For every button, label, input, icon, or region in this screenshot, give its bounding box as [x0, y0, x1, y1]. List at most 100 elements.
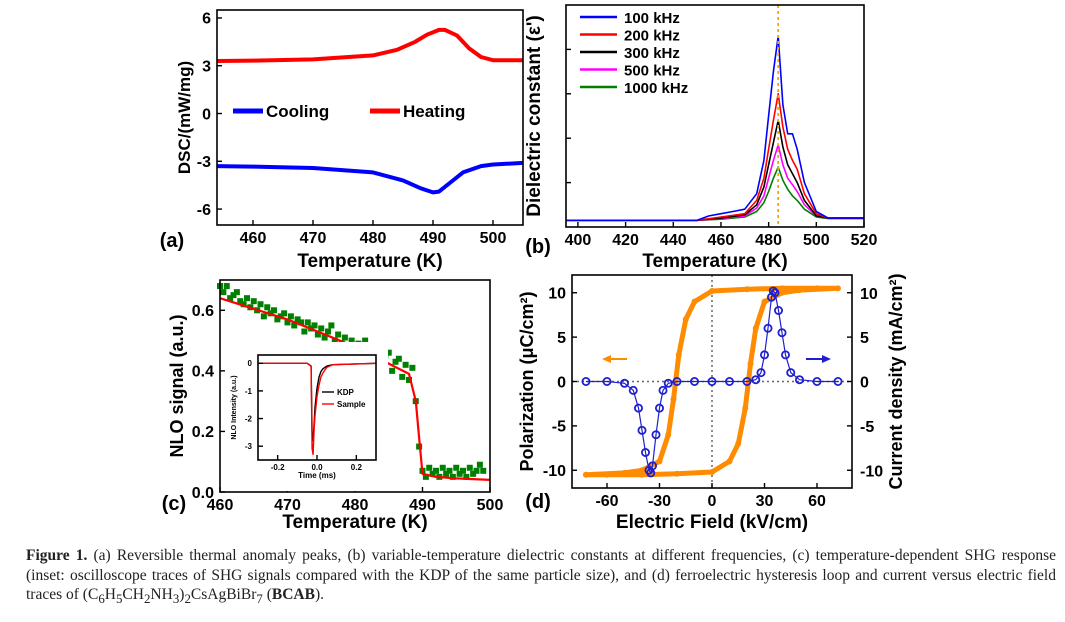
nlo-data-point — [230, 292, 237, 299]
current-density-point — [628, 385, 638, 395]
panel-c-ylabel: NLO signal (a.u.) — [167, 314, 187, 457]
caption-sub: 6 — [98, 591, 105, 607]
panel-d-x-tick-label: 60 — [808, 493, 826, 510]
nlo-data-point — [449, 473, 456, 480]
polarization-point — [675, 351, 682, 358]
panel-d-y2-tick-label: 10 — [860, 286, 878, 303]
panel-d-y-tick-label: 10 — [548, 286, 566, 303]
nlo-data-point — [456, 470, 463, 477]
panel-c-y-tick-label: 0.2 — [192, 424, 214, 441]
inset-x-tick-label: -0.2 — [271, 463, 285, 472]
nlo-data-point — [402, 361, 409, 368]
nlo-data-point — [240, 301, 247, 308]
panel-c-x-tick-label: 480 — [342, 497, 369, 514]
nlo-data-point — [284, 319, 291, 326]
panel-d-y-tick-label: -5 — [552, 419, 566, 436]
nlo-data-point — [318, 325, 325, 332]
panel-a-x-tick-label: 490 — [420, 230, 447, 247]
nlo-data-point — [260, 313, 267, 320]
inset-x-tick-label: 0.0 — [311, 463, 323, 472]
polarization-point — [779, 285, 785, 292]
nlo-data-point — [433, 467, 439, 474]
polarization-point — [779, 289, 785, 296]
caption-sub: 2 — [143, 591, 151, 607]
panel-d-x-tick-label: 30 — [756, 493, 774, 510]
nlo-data-point — [321, 334, 328, 341]
polarization-point — [735, 440, 742, 447]
legend-100-khz-label: 100 kHz — [624, 10, 680, 27]
panel-d-y2-tick-label: 0 — [860, 375, 869, 392]
caption-text: (a) Reversible thermal anomaly peaks, (b… — [26, 547, 1057, 603]
panel-a-x-tick-label: 500 — [480, 230, 507, 247]
inset-background — [230, 342, 388, 491]
dsc-cooling-line — [216, 160, 524, 195]
panel-b-letter: (b) — [525, 236, 551, 258]
inset-y-tick-label: -1 — [245, 387, 253, 396]
polarization-point — [604, 471, 610, 478]
nlo-data-point — [301, 328, 308, 335]
dielectric-100-khz-line — [566, 35, 864, 222]
nlo-data-point — [476, 461, 483, 468]
nlo-data-point — [328, 322, 335, 329]
nlo-data-point — [341, 334, 348, 341]
nlo-data-point — [385, 349, 392, 356]
inset-xlabel: Time (ms) — [298, 471, 336, 480]
nlo-data-point — [237, 298, 244, 305]
inset-legend-sample-label: Sample — [337, 400, 366, 409]
polarization-point — [814, 285, 820, 292]
panel-a-y-tick-label: 0 — [202, 106, 211, 123]
panel-d-y2-tick-label: -10 — [860, 463, 883, 480]
nlo-data-point — [220, 289, 227, 296]
current-density-point — [770, 288, 780, 298]
caption-sub: 2 — [184, 591, 191, 607]
panel-a-ylabel: DSC/(mW/mg) — [175, 61, 194, 174]
panel-b-x-tick-label: 440 — [660, 232, 687, 249]
nlo-data-point — [314, 331, 321, 338]
nlo-data-point — [439, 464, 446, 471]
inset-y-tick-label: -3 — [245, 442, 253, 451]
current-density-point — [768, 286, 778, 296]
nlo-data-point — [466, 464, 473, 471]
nlo-data-point — [325, 328, 331, 335]
polarization-point — [796, 287, 803, 294]
polarization-point — [665, 431, 672, 438]
nlo-data-point — [470, 470, 477, 477]
polarization-point — [583, 471, 589, 478]
nlo-data-point — [473, 467, 480, 474]
nlo-data-point — [304, 319, 311, 326]
caption-text: CsAgBiBr — [190, 586, 257, 603]
polarization-point — [682, 316, 689, 323]
panel-b-frame — [565, 4, 865, 228]
polarization-point — [670, 396, 677, 403]
current-density-point — [786, 368, 796, 378]
polarization-point — [742, 405, 749, 412]
inset-legend-kdp-label: KDP — [337, 388, 355, 397]
nlo-data-point — [389, 367, 396, 374]
caption-text: H — [104, 586, 116, 603]
panel-c-y-tick-label: 0.4 — [192, 364, 214, 381]
inset-sample-line — [258, 362, 377, 456]
legend-cooling-label: Cooling — [266, 102, 329, 121]
panel-a-x-tick-label: 470 — [300, 230, 327, 247]
inset-y-tick-label: 0 — [248, 359, 253, 368]
dielectric-300-khz-line — [566, 119, 864, 222]
panel-b-x-tick-label: 460 — [708, 232, 735, 249]
polarization-point — [726, 458, 733, 465]
caption-text: ( — [262, 586, 272, 603]
panel-a-x-tick-label: 480 — [360, 230, 387, 247]
panel-d-x-tick-label: 0 — [708, 493, 717, 510]
panel-b-ylabel: Dielectric constant (ε') — [524, 15, 545, 216]
inset-x-tick-label: 0.2 — [351, 463, 363, 472]
caption-text: NH — [150, 586, 173, 603]
nlo-data-point — [409, 364, 416, 371]
caption-sub: 7 — [256, 591, 263, 607]
nlo-data-point — [392, 358, 399, 365]
nlo-data-point — [446, 467, 453, 474]
panel-b-x-tick-label: 420 — [612, 232, 639, 249]
polarization-point — [691, 298, 698, 305]
legend-heating-label: Heating — [403, 102, 465, 121]
nlo-data-point — [443, 470, 450, 477]
panel-a-y-tick-label: 3 — [202, 59, 211, 76]
current-density-line — [586, 290, 838, 474]
